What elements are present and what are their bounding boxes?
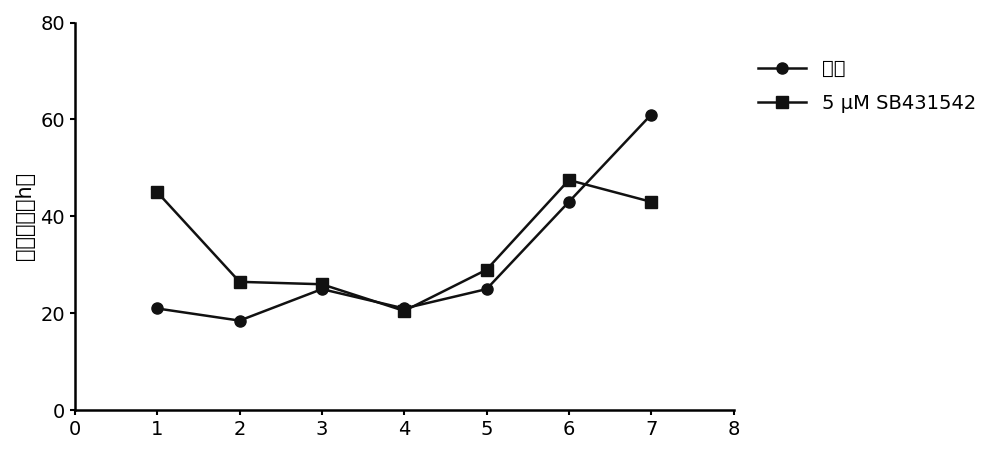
Y-axis label: 倍增时间（h）: 倍增时间（h） [15,173,35,261]
Legend: 对照, 5 μM SB431542: 对照, 5 μM SB431542 [750,52,984,121]
